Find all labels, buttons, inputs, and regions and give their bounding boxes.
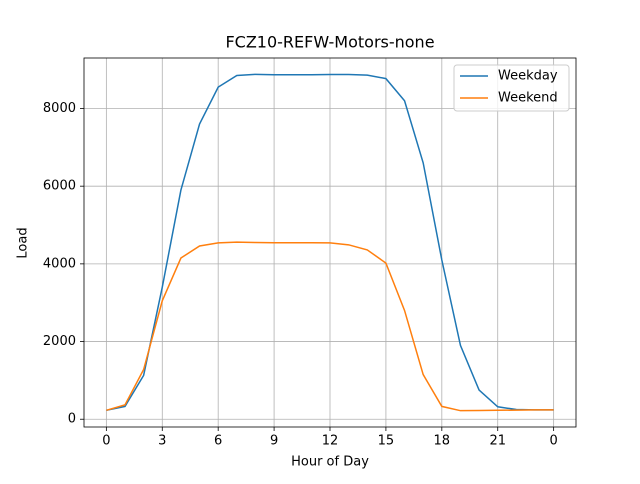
x-tick-label: 18 xyxy=(434,434,451,449)
x-tick-label: 6 xyxy=(214,434,222,449)
x-tick-label: 0 xyxy=(102,434,110,449)
x-tick-label: 12 xyxy=(322,434,339,449)
y-tick-label: 6000 xyxy=(43,179,76,194)
x-tick-label: 21 xyxy=(489,434,506,449)
x-tick-label: 3 xyxy=(158,434,166,449)
data-line xyxy=(106,241,554,412)
x-axis-label: Hour of Day xyxy=(291,455,369,470)
legend-label: Weekend xyxy=(498,91,558,106)
x-tick-label: 9 xyxy=(270,434,278,449)
y-tick-label: 4000 xyxy=(43,256,76,271)
y-tick-label: 8000 xyxy=(43,101,76,116)
y-axis-label: Load xyxy=(16,227,31,258)
data-line xyxy=(106,73,554,412)
y-tick-label: 0 xyxy=(68,412,76,427)
plot-frame xyxy=(83,57,577,428)
legend-label: Weekday xyxy=(498,69,558,84)
y-tick-label: 2000 xyxy=(43,334,76,349)
x-tick-label: 0 xyxy=(549,434,557,449)
chart-title: FCZ10-REFW-Motors-none xyxy=(225,33,434,52)
x-tick-label: 15 xyxy=(378,434,395,449)
